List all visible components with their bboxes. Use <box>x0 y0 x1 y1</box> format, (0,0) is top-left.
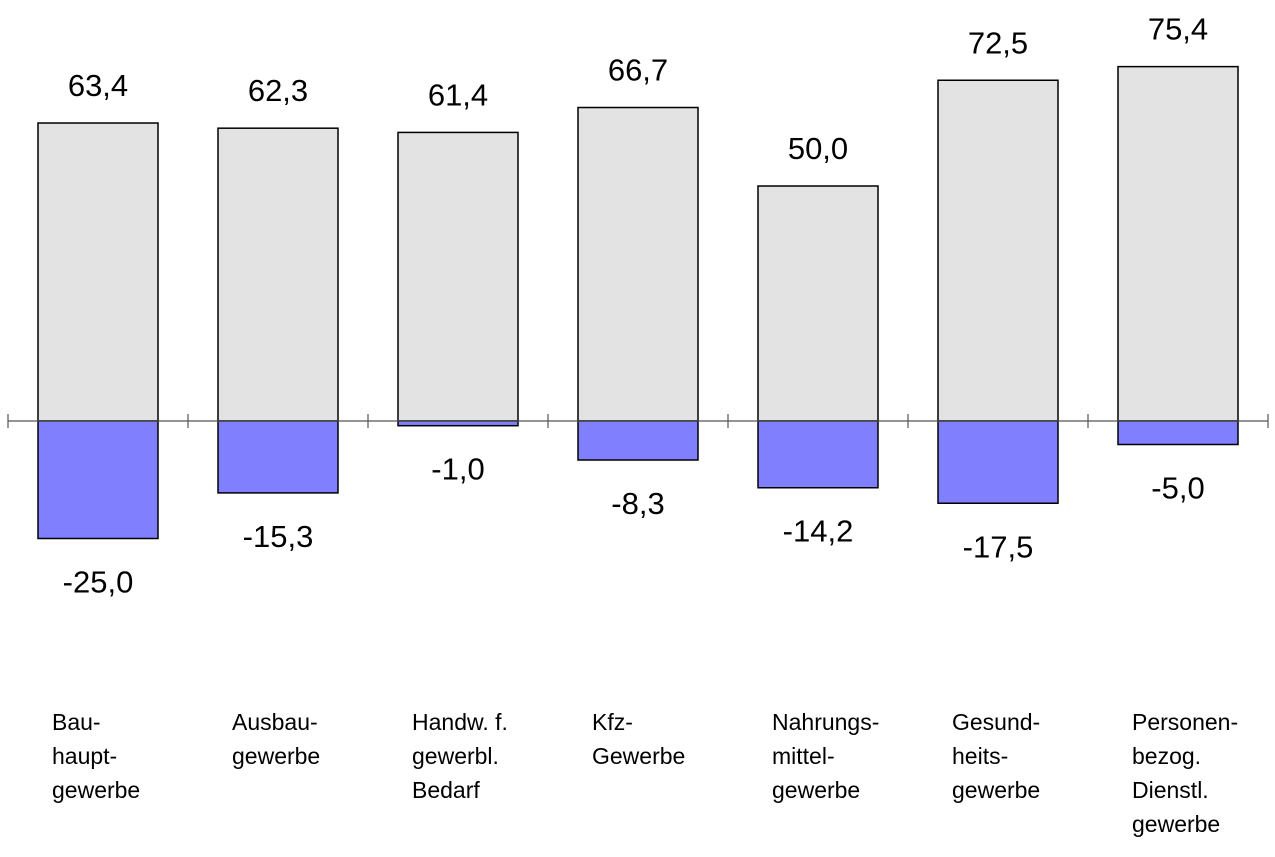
value-label-negative-2: -1,0 <box>431 452 484 487</box>
bar-positive-6 <box>1117 65 1239 422</box>
bar-negative-2 <box>397 420 519 427</box>
value-label-negative-0: -25,0 <box>63 565 134 600</box>
value-label-negative-5: -17,5 <box>963 529 1034 564</box>
value-label-positive-3: 66,7 <box>608 53 668 88</box>
value-label-negative-6: -5,0 <box>1151 471 1204 506</box>
value-label-positive-5: 72,5 <box>968 25 1028 60</box>
value-label-positive-4: 50,0 <box>788 131 848 166</box>
category-label-3: Kfz-Gewerbe <box>592 709 685 769</box>
bars-layer <box>37 65 1239 540</box>
category-labels-layer: Bau-haupt-gewerbe Ausbau-gewerbe Handw. f.… <box>52 709 1238 837</box>
bar-positive-4 <box>757 185 879 422</box>
value-label-negative-1: -15,3 <box>243 519 314 554</box>
bar-negative-6 <box>1117 420 1239 446</box>
value-label-negative-3: -8,3 <box>611 486 664 521</box>
bar-negative-5 <box>937 420 1059 504</box>
value-label-positive-2: 61,4 <box>428 77 488 112</box>
bar-negative-1 <box>217 420 339 494</box>
bar-positive-2 <box>397 131 519 422</box>
category-label-0: Bau-haupt-gewerbe <box>52 709 140 803</box>
x-axis <box>7 414 1269 428</box>
value-label-negative-4: -14,2 <box>783 514 854 549</box>
bar-negative-4 <box>757 420 879 489</box>
value-label-positive-6: 75,4 <box>1148 12 1208 47</box>
category-label-2: Handw. f. gewerbl. Bedarf <box>412 709 508 803</box>
bar-positive-3 <box>577 106 699 422</box>
value-label-positive-0: 63,4 <box>68 68 128 103</box>
bar-negative-0 <box>37 420 159 540</box>
bar-positive-0 <box>37 122 159 422</box>
category-label-1: Ausbau-gewerbe <box>232 709 320 769</box>
bar-positive-5 <box>937 79 1059 422</box>
bar-positive-1 <box>217 127 339 422</box>
value-labels-layer: 63,4 -25,0 62,3 -15,3 61,4 -1,0 66,7 -8,3 50,0 -1… <box>63 12 1209 600</box>
value-label-positive-1: 62,3 <box>248 73 308 108</box>
category-label-6: Personen-bezog. Dienstl. gewerbe <box>1132 709 1238 837</box>
category-label-4: Nahrungs-mittel-gewerbe <box>772 709 879 803</box>
category-label-5: Gesund-heits-gewerbe <box>952 709 1040 803</box>
bar-negative-3 <box>577 420 699 461</box>
